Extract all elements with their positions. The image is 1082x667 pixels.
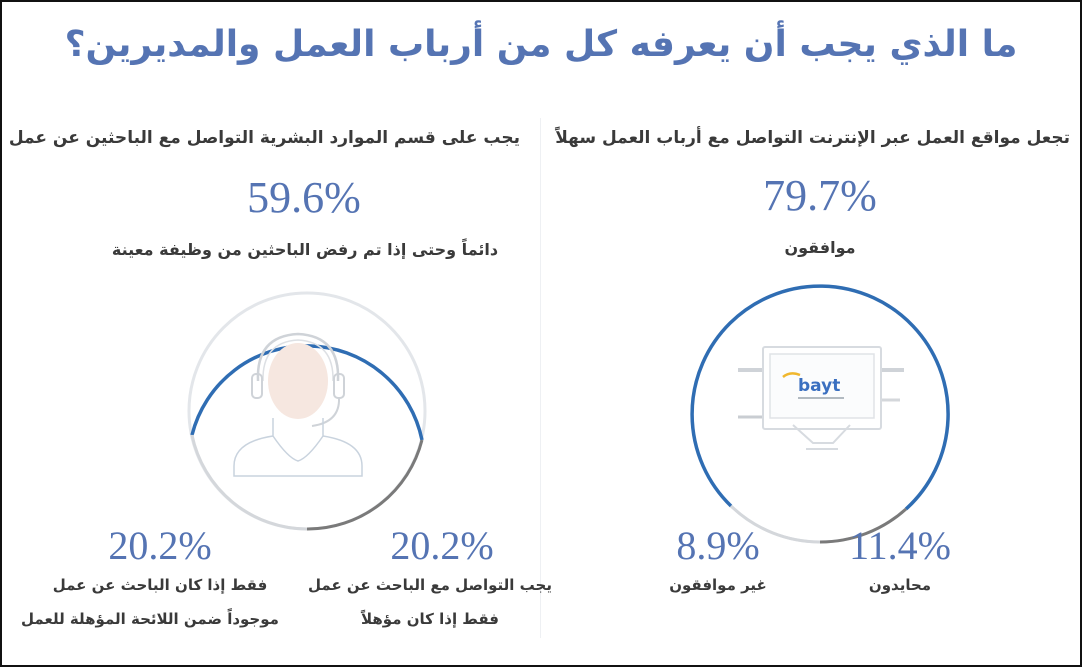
right-disagree-label: غير موافقون [669,576,767,594]
left-main-value: 59.6% [247,173,361,222]
bayt-logo: bayt [798,376,840,396]
left-qualified-label-line1: يجب التواصل مع الباحث عن عمل [308,576,552,594]
left-shortlist-label-line2: موجوداً ضمن اللائحة المؤهلة للعمل [21,610,279,628]
headset-agent-icon [233,332,363,477]
left-shortlist-value: 20.2% [108,523,212,568]
left-qualified-value: 20.2% [390,523,494,568]
right-neutral-value: 11.4% [849,523,951,568]
right-ring-chart [690,284,950,544]
left-qualified-label-line2: فقط إذا كان مؤهلاً [361,610,499,628]
monitor-bayt-icon: bayt [738,346,904,450]
right-main-value: 79.7% [763,171,877,220]
left-shortlist-label-line1: فقط إذا كان الباحث عن عمل [52,576,268,594]
right-disagree-value: 8.9% [676,523,760,568]
panel-divider [540,118,541,638]
right-main-label: موافقون [784,238,856,257]
page-title: ما الذي يجب أن يعرفه كل من أرباب العمل و… [64,24,1018,65]
right-question: تجعل مواقع العمل عبر الإنترنت التواصل مع… [555,128,1070,148]
right-neutral-label: محايدون [868,576,932,594]
left-question-line2: دائماً وحتى إذا تم رفض الباحثين من وظيفة… [111,240,499,259]
left-question-line1: يجب على قسم الموارد البشرية التواصل مع ا… [8,128,520,148]
